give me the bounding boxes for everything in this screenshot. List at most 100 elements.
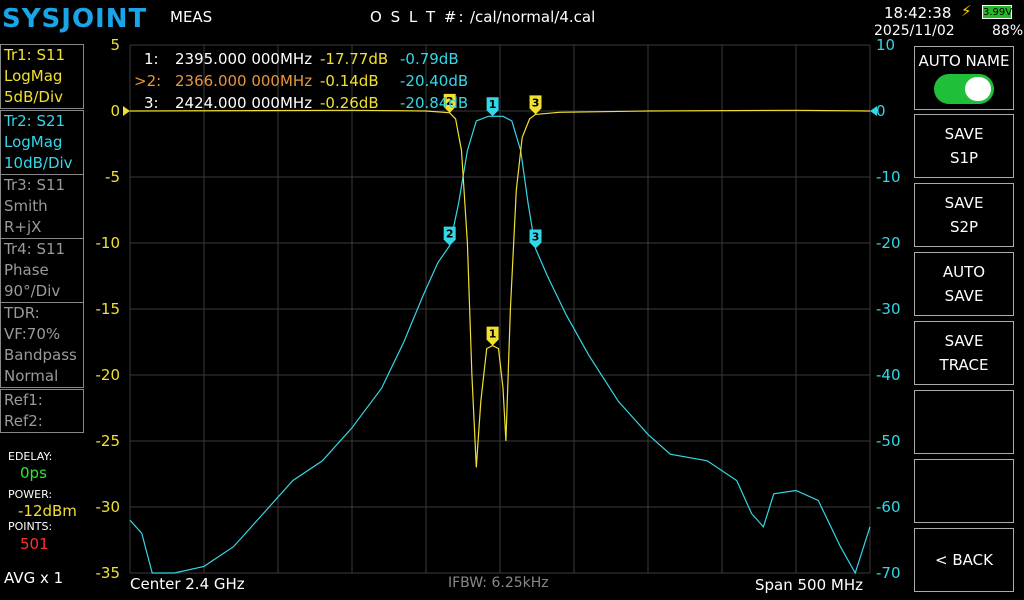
marker-freq: 2366.000 000MHz (175, 72, 313, 90)
trace-box-line: Tr3: S11 (4, 176, 66, 194)
right-axis-tick: -30 (876, 300, 901, 318)
marker-flag-icon (443, 93, 456, 113)
save-trace-button[interactable]: SAVE TRACE (914, 321, 1014, 385)
trace-box-line: 5dB/Div (4, 88, 64, 106)
mode-title: MEAS (170, 8, 213, 26)
trace-box-line: Bandpass (4, 346, 77, 364)
edelay-value[interactable]: 0ps (20, 464, 47, 482)
marker-2-s11[interactable]: 2 (443, 93, 456, 113)
trace-box-1[interactable]: Tr1: S11 LogMag 5dB/Div (0, 44, 84, 109)
right-axis-tick: -40 (876, 366, 901, 384)
marker-flag-icon (443, 226, 456, 246)
marker-s11: -0.26dB (320, 94, 379, 112)
marker-flag-icon (486, 326, 499, 346)
marker-1-s11[interactable]: 1 (486, 326, 499, 346)
trace-box-line: LogMag (4, 133, 63, 151)
softkey-label: AUTO NAME (918, 52, 1010, 70)
trace-box-line: Ref1: (4, 391, 43, 409)
app-logo: SYSJOINT (2, 4, 148, 34)
marker-3-s11[interactable]: 3 (529, 95, 542, 115)
left-axis-tick: -20 (96, 366, 121, 384)
auto-name-button[interactable]: AUTO NAME (914, 46, 1014, 110)
charging-bolt-icon: ⚡ (961, 2, 972, 20)
trace-box-5[interactable]: TDR: VF:70% Bandpass Normal (0, 302, 84, 388)
trace-box-line: Phase (4, 261, 49, 279)
power-value[interactable]: -12dBm (18, 502, 77, 520)
center-frequency[interactable]: Center 2.4 GHz (130, 575, 245, 593)
save-s2p-button[interactable]: SAVE S2P (914, 183, 1014, 247)
marker-flag-label: 3 (532, 231, 540, 244)
left-axis-tick: -10 (96, 234, 121, 252)
left-axis-tick: -25 (96, 432, 121, 450)
right-axis-tick: 10 (876, 36, 895, 54)
marker-flag-label: 1 (489, 98, 497, 111)
battery-percent: 88% (992, 23, 1024, 39)
auto-name-toggle-knob (965, 77, 991, 101)
marker-3-s21[interactable]: 3 (529, 229, 542, 249)
softkey-label: S1P (949, 149, 979, 167)
auto-save-button[interactable]: AUTO SAVE (914, 252, 1014, 316)
clock-time: 18:42:38 (884, 4, 952, 22)
trace-box-line: Normal (4, 367, 59, 385)
softkey-label: S2P (949, 218, 979, 236)
tr1-reference-arrow-icon (123, 106, 130, 116)
trace-box-6[interactable]: Ref1: Ref2: (0, 389, 84, 433)
left-axis-tick: -15 (96, 300, 121, 318)
cal-label: O S L T #: (370, 8, 466, 26)
softkey-label: SAVE (944, 287, 984, 305)
left-axis-tick: -30 (96, 498, 121, 516)
trace-box-line: LogMag (4, 67, 63, 85)
points-value[interactable]: 501 (20, 535, 49, 553)
marker-s21: -20.40dB (400, 72, 469, 90)
softkey-label: AUTO (942, 263, 986, 281)
left-axis-tick: -35 (96, 564, 121, 582)
right-axis-tick: -70 (876, 564, 901, 582)
marker-id: 3: (144, 94, 159, 112)
marker-freq: 2395.000 000MHz (175, 50, 313, 68)
marker-flag-label: 1 (489, 328, 497, 341)
marker-s11: -17.77dB (320, 50, 389, 68)
right-axis-tick: -50 (876, 432, 901, 450)
trace-box-line: R+jX (4, 218, 42, 236)
marker-s21: -0.79dB (400, 50, 459, 68)
trace-box-line: Smith (4, 197, 48, 215)
empty-softkey-2[interactable] (914, 459, 1014, 523)
trace-box-line: 90°/Div (4, 282, 61, 300)
marker-s21: -20.84dB (400, 94, 469, 112)
trace-box-line: Tr2: S21 (4, 112, 66, 130)
left-axis-tick: 0 (110, 102, 120, 120)
marker-flag-icon (486, 97, 499, 117)
marker-freq: 2424.000 000MHz (175, 94, 313, 112)
trace-box-line: Tr1: S11 (4, 46, 66, 64)
points-label: POINTS: (8, 520, 53, 533)
trace-box-line: 10dB/Div (4, 154, 73, 172)
clock-date: 2025/11/02 (874, 23, 955, 39)
right-axis-tick: -10 (876, 168, 901, 186)
span-frequency[interactable]: Span 500 MHz (755, 576, 864, 594)
trace-box-2[interactable]: Tr2: S21 LogMag 10dB/Div (0, 110, 84, 175)
softkey-label: SAVE (944, 194, 984, 212)
tr2-s21-trace (129, 115, 871, 575)
trace-box-line: Tr4: S11 (4, 240, 66, 258)
power-label: POWER: (8, 488, 53, 501)
back-button[interactable]: < BACK (914, 528, 1014, 592)
ifbw-readout[interactable]: IFBW: 6.25kHz (448, 575, 549, 591)
trace-box-line: TDR: (4, 304, 40, 322)
trace-box-line: VF:70% (4, 325, 61, 343)
right-axis-tick: 0 (876, 102, 886, 120)
marker-flag-icon (529, 95, 542, 115)
marker-2-s21[interactable]: 2 (443, 226, 456, 246)
right-axis-tick: -20 (876, 234, 901, 252)
softkey-label: SAVE (944, 332, 984, 350)
marker-1-s21[interactable]: 1 (486, 97, 499, 117)
battery-icon: 3.99V (982, 5, 1013, 19)
marker-flag-label: 3 (532, 96, 540, 109)
left-axis-tick: 5 (110, 36, 120, 54)
avg-setting[interactable]: AVG x 1 (4, 569, 64, 587)
marker-id: >2: (134, 72, 162, 90)
save-s1p-button[interactable]: SAVE S1P (914, 114, 1014, 178)
empty-softkey-1[interactable] (914, 390, 1014, 454)
right-axis-tick: -60 (876, 498, 901, 516)
tr2-reference-arrow-icon (870, 106, 877, 116)
